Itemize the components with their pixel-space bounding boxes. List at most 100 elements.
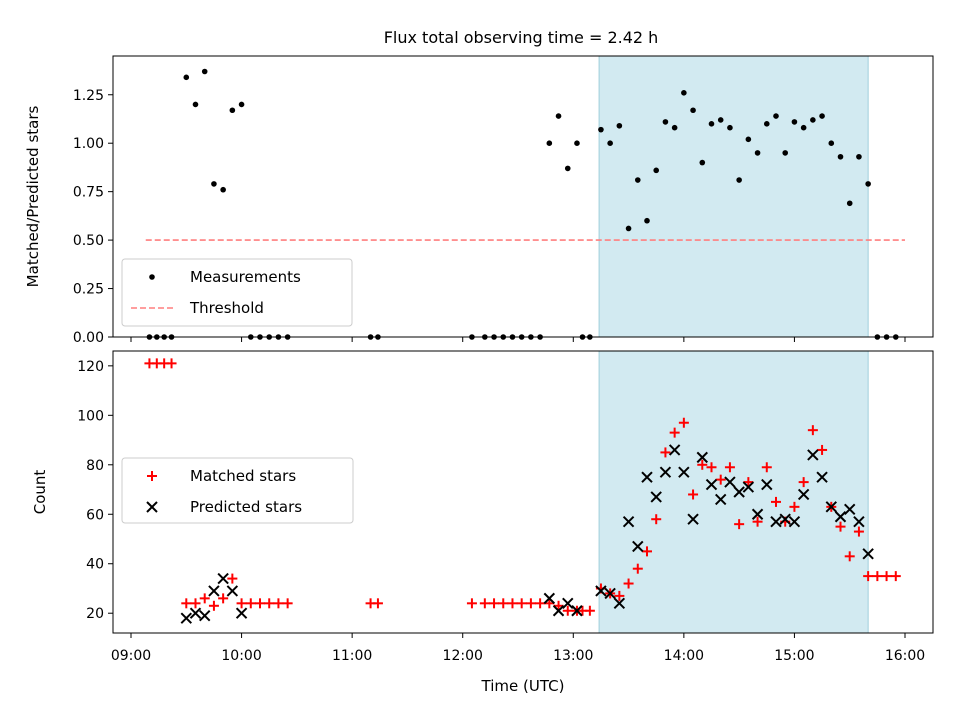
predicted-point <box>742 481 755 493</box>
measurement-point <box>662 119 669 125</box>
matched-point <box>562 605 573 616</box>
predicted-point <box>788 515 801 528</box>
legend-predicted-swatch <box>146 501 158 513</box>
matched-point <box>678 417 689 428</box>
predicted-point <box>687 513 699 525</box>
predicted-point <box>659 466 672 478</box>
matched-point <box>466 598 477 609</box>
x-tick-label: 14:00 <box>664 648 704 664</box>
y-tick-label: 60 <box>86 507 104 523</box>
predicted-point <box>733 486 745 498</box>
matched-point <box>660 447 671 458</box>
matched-point <box>798 477 809 488</box>
measurement-point <box>681 90 687 96</box>
predicted-point <box>189 607 202 619</box>
predicted-point <box>844 503 856 516</box>
y-tick-label: 1.00 <box>73 136 104 152</box>
measurement-point <box>201 68 208 75</box>
measurement-point <box>782 150 789 156</box>
matched-point <box>724 462 735 473</box>
measurement-point <box>736 177 742 183</box>
matched-point <box>817 444 828 455</box>
matched-point <box>208 600 219 611</box>
measurement-point <box>183 74 190 81</box>
matched-point <box>881 571 892 582</box>
predicted-point <box>613 597 626 610</box>
observing-span <box>599 56 869 337</box>
matched-point <box>218 593 229 604</box>
matched-point <box>479 598 490 609</box>
axes-frame <box>112 350 934 634</box>
measurement-point <box>754 150 761 156</box>
matched-point <box>166 358 177 369</box>
predicted-point <box>622 515 635 528</box>
count-panel: 20 40 60 80 100 120 09:00 10:00 11:00 12:00 13:00 1… <box>31 350 934 695</box>
measurement-point <box>574 140 580 147</box>
matched-point <box>372 598 383 609</box>
y-tick-label: 120 <box>77 359 104 375</box>
measurement-point <box>699 159 706 166</box>
matched-point <box>498 598 509 609</box>
matched-point <box>697 459 708 470</box>
predicted-point <box>668 444 681 456</box>
matched-point <box>706 462 717 473</box>
measurement-point <box>745 136 752 143</box>
measurement-point <box>653 167 660 174</box>
y-tick-label: 0.75 <box>73 185 104 201</box>
matched-point <box>853 526 864 537</box>
predicted-point <box>807 449 819 461</box>
matched-point <box>614 590 625 601</box>
measurement-point <box>671 124 678 131</box>
measurement-point <box>192 101 199 108</box>
legend-label: Measurements <box>190 268 301 286</box>
measurement-point <box>727 124 733 131</box>
matched-point <box>669 427 680 438</box>
measurement-point <box>810 117 816 123</box>
x-tick-label: 11:00 <box>332 648 372 664</box>
x-tick-label: 16:00 <box>885 648 925 664</box>
ratio-panel: 0.00 0.25 0.50 0.75 1.00 1.25 Matched/Predicte… <box>24 55 934 346</box>
predicted-point <box>562 597 574 610</box>
legend-box <box>121 258 353 327</box>
measurement-point <box>220 186 226 193</box>
predicted-point <box>235 607 248 619</box>
y-tick-label: 0.50 <box>73 233 104 249</box>
predicted-point <box>632 540 644 553</box>
predicted-point <box>217 572 229 585</box>
measurement-point <box>546 140 553 147</box>
matched-point <box>245 598 256 609</box>
matched-point <box>844 551 855 562</box>
measurement-point <box>564 165 571 172</box>
predicted-point <box>825 501 837 513</box>
matched-point <box>771 496 781 507</box>
matched-point <box>835 521 846 532</box>
matched-point <box>516 598 527 609</box>
predicted-point <box>208 585 220 597</box>
matched-point <box>535 598 546 609</box>
matched-point <box>688 489 699 500</box>
matched-point <box>255 598 265 609</box>
x-tick-label: 12:00 <box>443 648 483 664</box>
measurement-point <box>865 181 871 187</box>
matched-point <box>553 600 564 611</box>
matched-point <box>734 519 745 530</box>
observing-span <box>599 351 869 633</box>
measurement-point <box>791 119 798 125</box>
matched-point <box>273 598 284 609</box>
series-predicted-stars <box>180 444 874 624</box>
predicted-point <box>641 471 653 483</box>
matched-point <box>651 514 662 525</box>
legend-label: Matched stars <box>190 467 296 485</box>
predicted-point <box>853 515 865 528</box>
measurement-point <box>837 153 844 160</box>
predicted-point <box>816 471 828 483</box>
predicted-point <box>724 476 736 488</box>
matched-point <box>632 563 643 574</box>
measurement-point <box>856 153 862 160</box>
predicted-point <box>696 451 708 464</box>
predicted-point <box>770 515 782 528</box>
measurement-point <box>607 140 613 147</box>
measurement-point <box>717 117 724 123</box>
predicted-point <box>705 478 718 491</box>
